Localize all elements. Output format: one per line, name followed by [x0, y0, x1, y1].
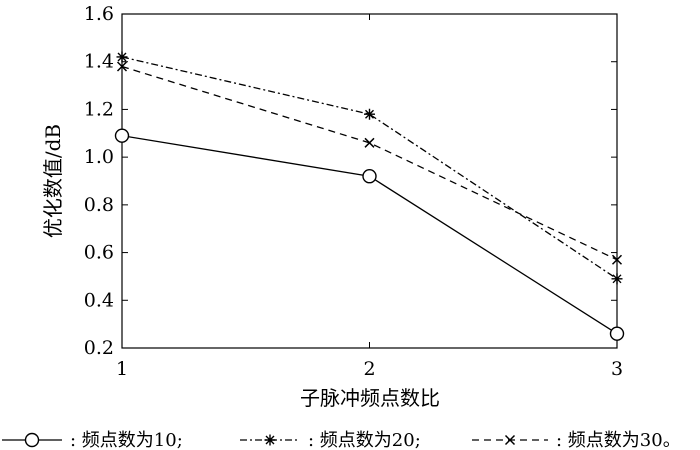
y-tick-label: 1.0 — [84, 146, 114, 168]
y-axis-ticks: 0.2 0.4 0.6 0.8 1.0 1.2 1.4 1.6 — [84, 3, 617, 359]
x-axis-title: 子脉冲频点数比 — [300, 386, 440, 410]
y-tick-label: 0.2 — [84, 337, 114, 359]
data-point-cross — [611, 254, 623, 265]
series-line — [121, 56, 618, 280]
x-tick-label: 3 — [611, 358, 623, 380]
legend-label: : 频点数为10; — [70, 430, 183, 450]
legend-label: : 频点数为20; — [308, 430, 421, 450]
data-point-circle — [114, 128, 130, 143]
legend-item-1: : 频点数为10; — [2, 430, 183, 450]
data-point-asterisk — [116, 51, 128, 63]
x-tick-label: 1 — [116, 358, 128, 380]
legend-label: : 频点数为30。 — [556, 430, 681, 450]
legend-item-2: : 频点数为20; — [240, 430, 421, 450]
series-line — [121, 65, 618, 261]
data-point-cross — [116, 61, 128, 72]
y-tick-label: 1.4 — [84, 51, 114, 73]
x-axis-ticks: 1 2 3 — [116, 14, 623, 380]
y-tick-label: 0.8 — [84, 194, 114, 216]
y-tick-label: 0.6 — [84, 242, 114, 264]
series-layer — [114, 51, 625, 341]
data-point-asterisk — [611, 273, 623, 285]
data-point-asterisk — [364, 108, 375, 120]
data-point-circle — [24, 432, 40, 448]
y-tick-label: 0.4 — [84, 289, 114, 311]
y-axis-title: 优化数值/dB — [41, 124, 65, 238]
legend: : 频点数为10; : 频点数为20; : 频点数为30。 — [2, 430, 681, 450]
data-point-cross — [504, 434, 516, 446]
y-tick-label: 1.2 — [84, 98, 114, 120]
series-3 — [116, 61, 623, 265]
series-1 — [114, 128, 625, 341]
data-point-circle — [362, 169, 377, 184]
series-line — [121, 135, 618, 335]
y-tick-label: 1.6 — [84, 3, 114, 25]
legend-item-3: : 频点数为30。 — [472, 430, 681, 450]
x-tick-label: 2 — [363, 358, 375, 380]
data-point-cross — [364, 137, 375, 148]
series-2 — [116, 51, 623, 285]
data-point-circle — [609, 326, 625, 341]
data-point-asterisk — [264, 434, 276, 446]
